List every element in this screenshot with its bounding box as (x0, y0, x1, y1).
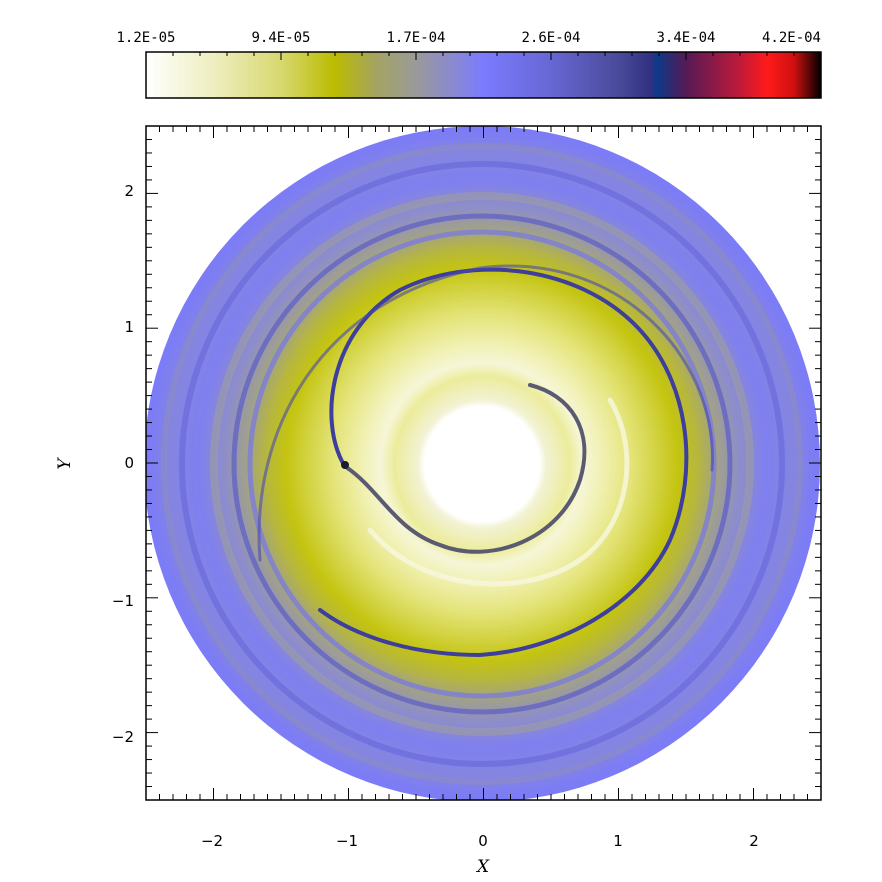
x-tick-label-neg2: −2 (201, 832, 223, 850)
spiral-arm-faint (367, 397, 630, 587)
y-axis-title: Y (55, 457, 75, 470)
spiral-arms (257, 264, 714, 658)
colorbar-label-6: 4.2E-04 (762, 30, 821, 46)
y-tick-label-2: 2 (124, 182, 134, 200)
ring-outer-5 (161, 143, 803, 785)
colorbar: 1.2E-05 9.4E-05 1.7E-04 2.6E-04 3.4E-04 … (116, 30, 822, 99)
y-tick-label-0: 0 (124, 454, 134, 472)
planet-marker (341, 461, 349, 469)
x-tick-label-neg1: −1 (336, 832, 358, 850)
spiral-arm-outer (318, 267, 689, 658)
x-tick-label-2: 2 (749, 832, 759, 850)
colorbar-label-4: 2.6E-04 (521, 30, 580, 46)
density-map (146, 126, 820, 800)
colorbar-label-2: 9.4E-05 (251, 30, 310, 46)
spiral-arm-inner (344, 383, 587, 554)
colorbar-label-5: 3.4E-04 (656, 30, 715, 46)
plot-area (145, 125, 822, 801)
outer-rings (161, 143, 803, 785)
inner-cavity (426, 408, 538, 520)
colorbar-label-1: 1.2E-05 (116, 30, 175, 46)
y-tick-label-neg1: −1 (112, 592, 134, 610)
colorbar-ticks (145, 52, 822, 60)
ring-outer-1 (179, 161, 785, 767)
ring-outer-3 (231, 213, 733, 715)
axis-ticks (145, 125, 822, 801)
x-axis-title: X (475, 857, 490, 877)
y-tick-labels: 2 1 0 −1 −2 (112, 182, 134, 746)
ring-outer-2 (210, 192, 754, 736)
colorbar-label-3: 1.7E-04 (386, 30, 445, 46)
x-tick-label-0: 0 (478, 832, 488, 850)
x-tick-labels: −2 −1 0 1 2 (201, 832, 759, 850)
colorbar-bar (145, 51, 822, 99)
spiral-arm-ring (257, 264, 714, 562)
y-tick-label-1: 1 (124, 318, 134, 336)
colorbar-labels: 1.2E-05 9.4E-05 1.7E-04 2.6E-04 3.4E-04 … (116, 30, 821, 46)
x-tick-label-1: 1 (613, 832, 623, 850)
ring-outer-4 (247, 229, 717, 699)
y-tick-label-neg2: −2 (112, 728, 134, 746)
